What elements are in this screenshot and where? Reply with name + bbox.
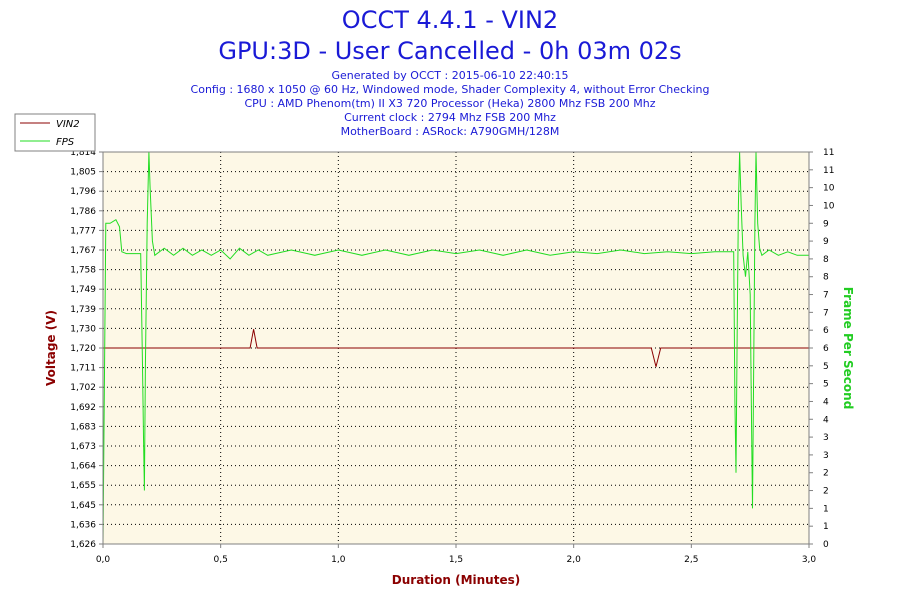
y-right-tick-label: 2: [823, 469, 829, 479]
y-left-tick-label: 1,626: [70, 540, 96, 550]
y-right-tick-label: 4: [823, 415, 829, 425]
y-right-tick-label: 9: [823, 237, 829, 247]
y-left-tick-label: 1,777: [70, 226, 96, 236]
y-left-tick-label: 1,692: [70, 403, 96, 413]
clock-info: Current clock : 2794 Mhz FSB 200 Mhz: [344, 111, 556, 124]
y-right-tick-label: 10: [823, 201, 835, 211]
legend-box: [14, 113, 96, 152]
legend-label-fps: FPS: [56, 137, 75, 148]
y-right-tick-label: 11: [823, 148, 834, 158]
y-left-tick-label: 1,683: [70, 422, 96, 432]
y-right-tick-label: 1: [823, 522, 829, 532]
x-tick-label: 0,5: [214, 555, 228, 565]
y-right-tick-label: 3: [823, 451, 829, 461]
y-left-tick-label: 1,749: [70, 285, 96, 295]
y-right-tick-label: 2: [823, 487, 829, 497]
y-right-tick-label: 6: [823, 326, 829, 336]
x-tick-label: 1,0: [331, 555, 346, 565]
y-right-tick-label: 8: [823, 273, 829, 283]
y-left-tick-label: 1,814: [70, 148, 96, 158]
legend-label-vin2: VIN2: [56, 119, 80, 130]
y-left-tick-label: 1,720: [70, 344, 96, 354]
series-layer: [102, 151, 809, 545]
series-line-vin2: [103, 329, 809, 367]
y-left-tick-label: 1,655: [70, 481, 96, 491]
y-left-tick-label: 1,664: [70, 462, 96, 472]
y-left-tick-label: 1,702: [70, 383, 96, 393]
y-right-tick-label: 0: [823, 540, 829, 550]
generated-info: Generated by OCCT : 2015-06-10 22:40:15: [331, 69, 569, 82]
config-info: Config : 1680 x 1050 @ 60 Hz, Windowed m…: [190, 83, 710, 96]
y-right-tick-label: 4: [823, 397, 829, 407]
y-right-tick-label: 7: [823, 308, 829, 318]
chart-title: OCCT 4.4.1 - VIN2: [341, 6, 559, 34]
y-left-tick-label: 1,805: [70, 168, 96, 178]
cpu-info: CPU : AMD Phenom(tm) II X3 720 Processor…: [244, 97, 656, 110]
y-right-tick-label: 1: [823, 504, 829, 514]
series-line-fps: [102, 151, 809, 545]
x-tick-label: 1,5: [449, 555, 463, 565]
x-tick-label: 3,0: [802, 555, 817, 565]
y-axis-right-title: Frame Per Second: [841, 287, 855, 410]
y-right-tick-label: 7: [823, 291, 829, 301]
legend: VIN2 FPS: [14, 113, 96, 152]
y-left-tick-label: 1,636: [70, 520, 96, 530]
y-left-tick-label: 1,711: [70, 364, 96, 374]
y-left-tick-label: 1,673: [70, 442, 96, 452]
motherboard-info: MotherBoard : ASRock: A790GMH/128M: [340, 125, 560, 138]
y-axis-left-title: Voltage (V): [44, 310, 58, 386]
y-right-tick-label: 5: [823, 362, 829, 372]
x-tick-label: 2,5: [684, 555, 698, 565]
y-left-tick-label: 1,739: [70, 305, 96, 315]
y-left-tick-label: 1,786: [70, 207, 96, 217]
x-axis-title: Duration (Minutes): [392, 573, 520, 587]
y-right-tick-label: 8: [823, 255, 829, 265]
y-left-tick-label: 1,730: [70, 324, 96, 334]
chart-subtitle: GPU:3D - User Cancelled - 0h 03m 02s: [218, 37, 682, 65]
x-tick-label: 0,0: [96, 555, 111, 565]
y-right-tick-label: 5: [823, 380, 829, 390]
y-right-tick-label: 3: [823, 433, 829, 443]
y-right-tick-label: 9: [823, 219, 829, 229]
y-right-tick-label: 10: [823, 184, 835, 194]
y-left-tick-label: 1,767: [70, 246, 96, 256]
y-right-tick-label: 11: [823, 166, 834, 176]
y-right-tick-label: 6: [823, 344, 829, 354]
y-left-tick-label: 1,796: [70, 187, 96, 197]
y-left-tick-label: 1,758: [70, 266, 96, 276]
x-tick-label: 2,0: [567, 555, 582, 565]
y-left-tick-label: 1,645: [70, 501, 96, 511]
axis-ticks: 0,0 0,5 1,0 1,5 2,0 2,5 3,0 1,626 1,636 1,645 1,65…: [70, 148, 834, 565]
